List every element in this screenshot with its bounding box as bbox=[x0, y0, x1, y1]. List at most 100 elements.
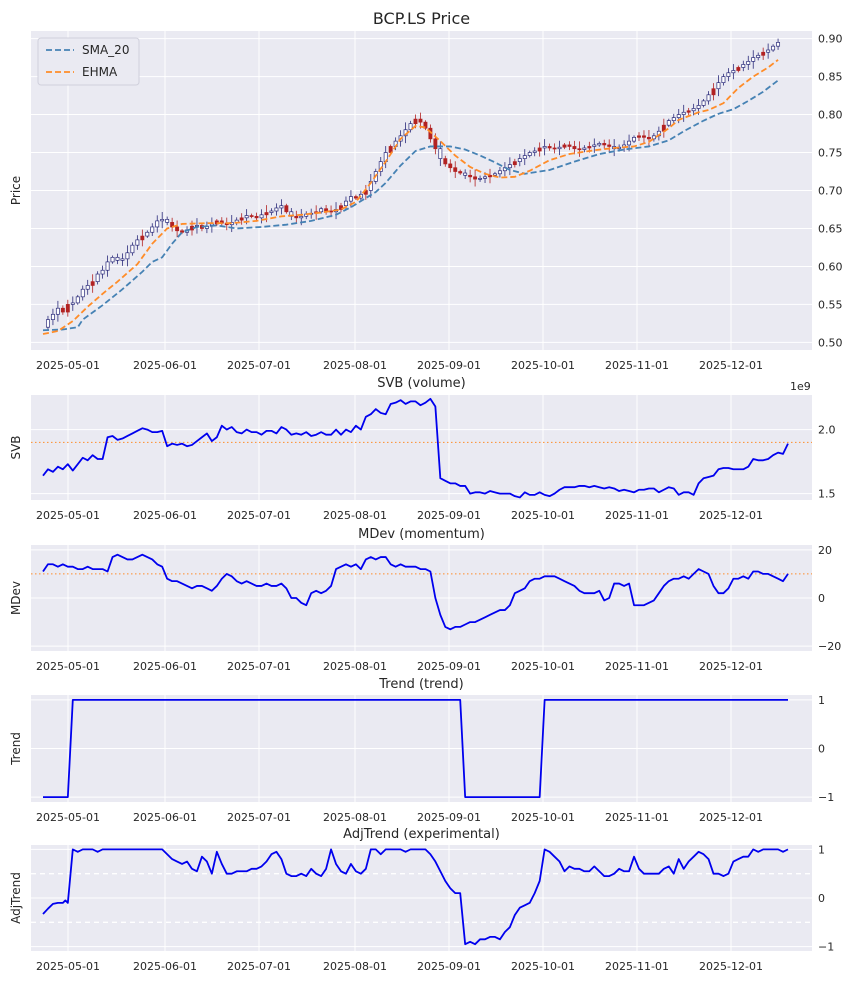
candle-body bbox=[274, 207, 279, 212]
candle-body bbox=[249, 215, 254, 217]
candle-body bbox=[637, 135, 641, 138]
candle-body bbox=[532, 150, 537, 153]
candle-body bbox=[279, 205, 284, 209]
y-tick-label: 0.65 bbox=[818, 222, 843, 235]
panel-5: −1 0 1 2025-05-01 2025-06-01 2025-07-01 2025-0… bbox=[9, 827, 834, 973]
candle-body bbox=[264, 212, 269, 216]
candle-body bbox=[453, 167, 458, 172]
candle-body bbox=[721, 76, 726, 83]
candle-body bbox=[567, 144, 572, 147]
x-tick-label: 2025-12-01 bbox=[699, 660, 763, 673]
candle-body bbox=[577, 148, 582, 151]
candle-body bbox=[269, 210, 274, 213]
y-tick-label: 0.85 bbox=[818, 71, 843, 84]
candle-body bbox=[418, 118, 423, 123]
y-tick-label: 1.5 bbox=[818, 488, 836, 501]
candle-body bbox=[582, 147, 587, 150]
x-tick-label: 2025-06-01 bbox=[133, 660, 197, 673]
candle-body bbox=[428, 127, 433, 140]
x-tick-label: 2025-06-01 bbox=[133, 359, 197, 372]
candle-body bbox=[666, 120, 671, 126]
x-tick-label: 2025-07-01 bbox=[227, 660, 291, 673]
candle-body bbox=[527, 152, 532, 156]
x-tick-label: 2025-05-01 bbox=[36, 811, 100, 824]
candle-body bbox=[547, 146, 552, 149]
candle-body bbox=[542, 146, 547, 149]
candle-body bbox=[259, 214, 264, 219]
candle-body bbox=[135, 239, 140, 246]
candle-body bbox=[254, 215, 259, 219]
candle-body bbox=[726, 72, 731, 77]
y-tick-label: 0 bbox=[818, 743, 825, 756]
candle-body bbox=[493, 173, 497, 176]
legend: SMA_20 EHMA bbox=[37, 37, 140, 86]
candle-body bbox=[80, 288, 85, 298]
sma-20-line bbox=[42, 79, 779, 332]
y-tick-label: −20 bbox=[818, 640, 841, 653]
candle-body bbox=[497, 170, 502, 175]
panel-3: −20 0 20 2025-05-01 2025-06-01 2025-07-01 2025… bbox=[9, 527, 841, 673]
y-tick-label: 0.90 bbox=[818, 33, 843, 46]
candle-body bbox=[433, 138, 438, 150]
y-tick-label: 0 bbox=[818, 892, 825, 905]
y-axis-label: MDev bbox=[9, 581, 23, 615]
candle-body bbox=[100, 269, 105, 275]
candle-body bbox=[468, 174, 473, 178]
candle-body bbox=[562, 144, 567, 148]
x-tick-label: 2025-10-01 bbox=[511, 359, 575, 372]
x-tick-label: 2025-06-01 bbox=[133, 811, 197, 824]
candle-body bbox=[741, 64, 746, 68]
candle-body bbox=[463, 172, 468, 176]
candle-body bbox=[537, 147, 542, 152]
candle-body bbox=[130, 244, 135, 254]
y-tick-label: 1 bbox=[818, 694, 825, 707]
candle-body bbox=[95, 273, 100, 282]
y-tick-label: 0.50 bbox=[818, 336, 843, 349]
candle-body bbox=[65, 304, 70, 313]
y-axis-label: SVB bbox=[9, 435, 23, 459]
x-tick-label: 2025-09-01 bbox=[417, 509, 481, 522]
candle-body bbox=[731, 70, 736, 74]
series-line bbox=[42, 848, 789, 946]
candle-body bbox=[751, 57, 756, 62]
candle-body bbox=[642, 135, 646, 138]
candle-body bbox=[706, 94, 711, 102]
panel-2: 1.5 2.0 2025-05-01 2025-06-01 2025-07-01 2025… bbox=[9, 376, 836, 522]
x-tick-label: 2025-11-01 bbox=[605, 359, 669, 372]
candle-body bbox=[348, 196, 353, 202]
candle-body bbox=[115, 256, 120, 261]
x-tick-label: 2025-08-01 bbox=[323, 811, 387, 824]
y-tick-label: 0.60 bbox=[818, 260, 843, 273]
candle-body bbox=[438, 148, 443, 159]
x-tick-label: 2025-12-01 bbox=[699, 960, 763, 973]
candle-body bbox=[676, 114, 681, 118]
candle-body bbox=[632, 136, 636, 142]
candle-body bbox=[651, 135, 656, 140]
x-tick-label: 2025-07-01 bbox=[227, 509, 291, 522]
candle-body bbox=[522, 155, 527, 159]
x-tick-label: 2025-11-01 bbox=[605, 509, 669, 522]
y-tick-label: −1 bbox=[818, 941, 834, 954]
candle-body bbox=[165, 219, 170, 223]
candle-body bbox=[771, 45, 776, 51]
x-tick-label: 2025-06-01 bbox=[133, 509, 197, 522]
candle-body bbox=[572, 146, 577, 150]
x-tick-label: 2025-09-01 bbox=[417, 960, 481, 973]
legend-label-ehma: EHMA bbox=[82, 65, 118, 79]
y-tick-label: 2.0 bbox=[818, 424, 836, 437]
candle-body bbox=[686, 110, 691, 113]
x-tick-label: 2025-05-01 bbox=[36, 509, 100, 522]
y-axis-label: AdjTrend bbox=[9, 872, 23, 924]
legend-box bbox=[37, 37, 140, 86]
candle-body bbox=[512, 161, 517, 166]
plot-background bbox=[31, 395, 812, 500]
x-tick-label: 2025-09-01 bbox=[417, 811, 481, 824]
candle-body bbox=[408, 123, 413, 131]
candle-body bbox=[592, 144, 597, 147]
y-tick-label: 0.75 bbox=[818, 147, 843, 160]
candle-body bbox=[711, 88, 716, 96]
y-axis-label: Price bbox=[9, 176, 23, 205]
candle-body bbox=[587, 146, 592, 149]
candle-body bbox=[50, 313, 55, 320]
candle-body bbox=[761, 51, 766, 56]
